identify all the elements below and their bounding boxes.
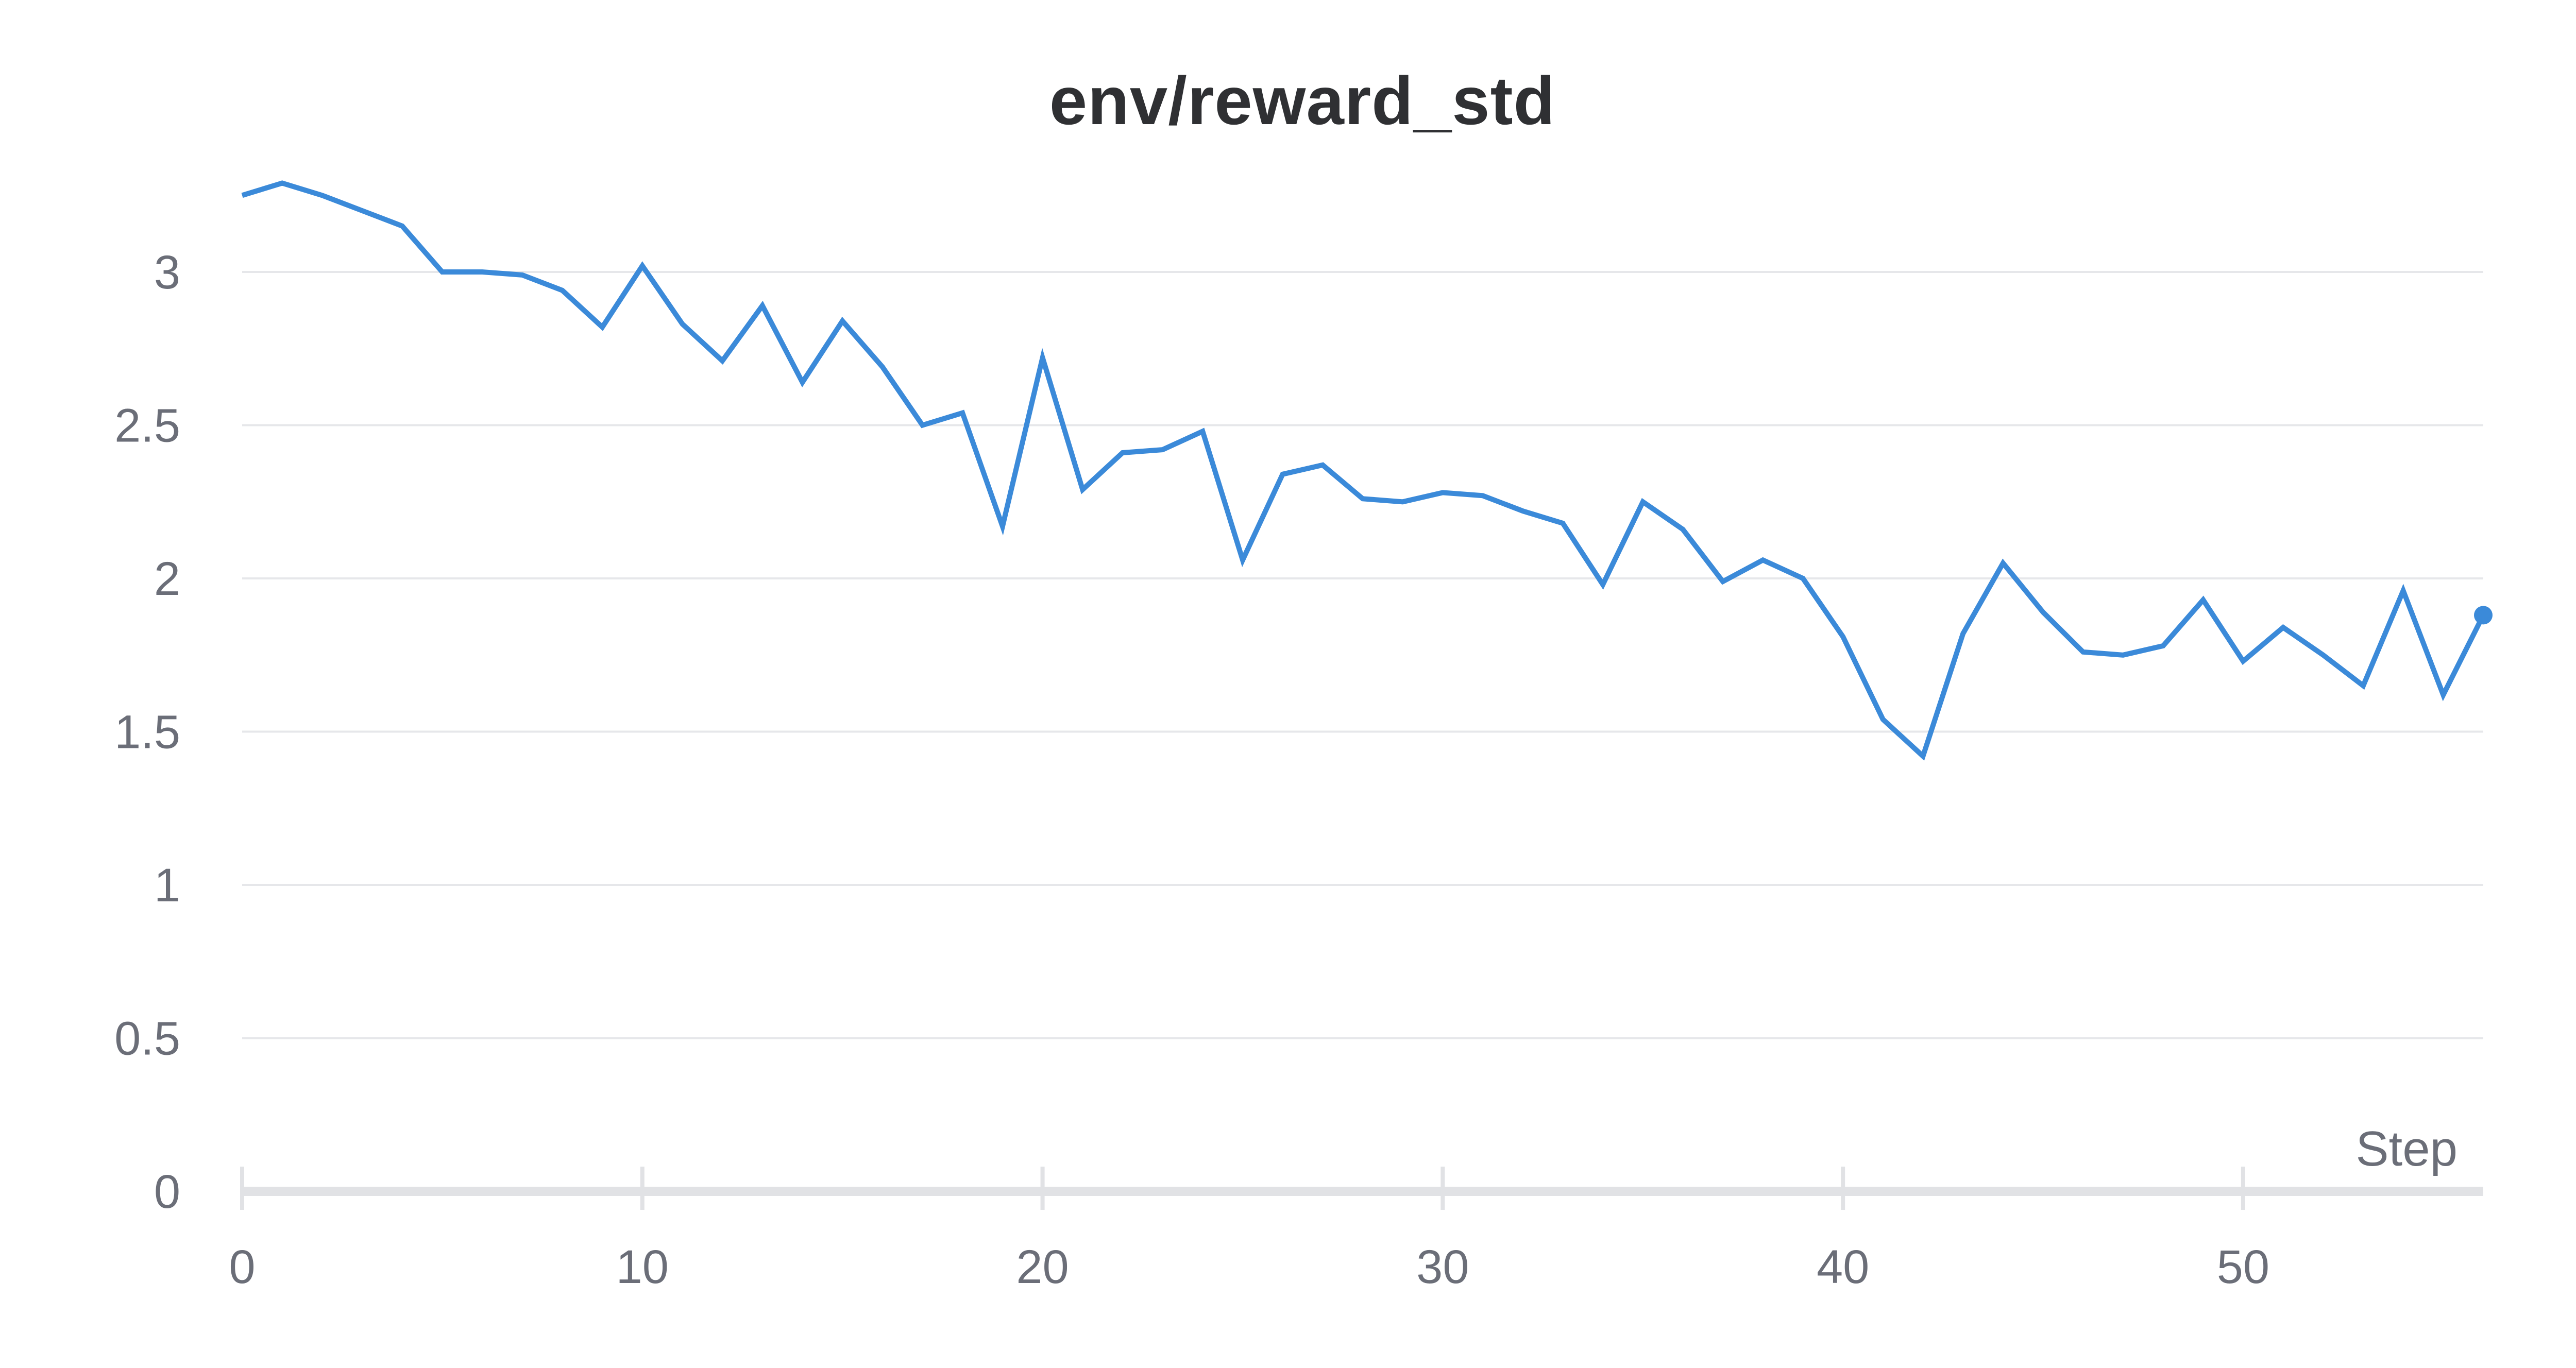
x-tick-label: 30 [1416, 1241, 1469, 1293]
x-tick-label: 40 [1817, 1241, 1869, 1293]
x-tick-label: 50 [2217, 1241, 2269, 1293]
x-tick-label: 10 [616, 1241, 669, 1293]
x-tick-labels: 0 10 20 30 40 50 [229, 1241, 2269, 1293]
x-axis [240, 1167, 2483, 1210]
y-axis: 0 0.5 1 1.5 2 2.5 3 [114, 246, 180, 1218]
y-tick-label: 2 [154, 553, 180, 605]
y-tick-label: 1 [154, 859, 180, 912]
y-tick-label: 3 [154, 246, 180, 299]
y-tick-label: 0.5 [114, 1013, 180, 1065]
y-tick-label: 2.5 [114, 400, 180, 452]
gridlines [242, 271, 2483, 1039]
x-axis-label: Step [2356, 1121, 2458, 1176]
y-tick-label: 0 [154, 1166, 180, 1218]
series-layer [241, 180, 2493, 761]
x-tick-label: 0 [229, 1241, 255, 1293]
series-line [241, 180, 2486, 761]
x-tick-label: 20 [1016, 1241, 1069, 1293]
chart-title: env/reward_std [1049, 63, 1556, 139]
y-tick-label: 1.5 [114, 706, 180, 759]
last-point-marker [2474, 606, 2493, 625]
